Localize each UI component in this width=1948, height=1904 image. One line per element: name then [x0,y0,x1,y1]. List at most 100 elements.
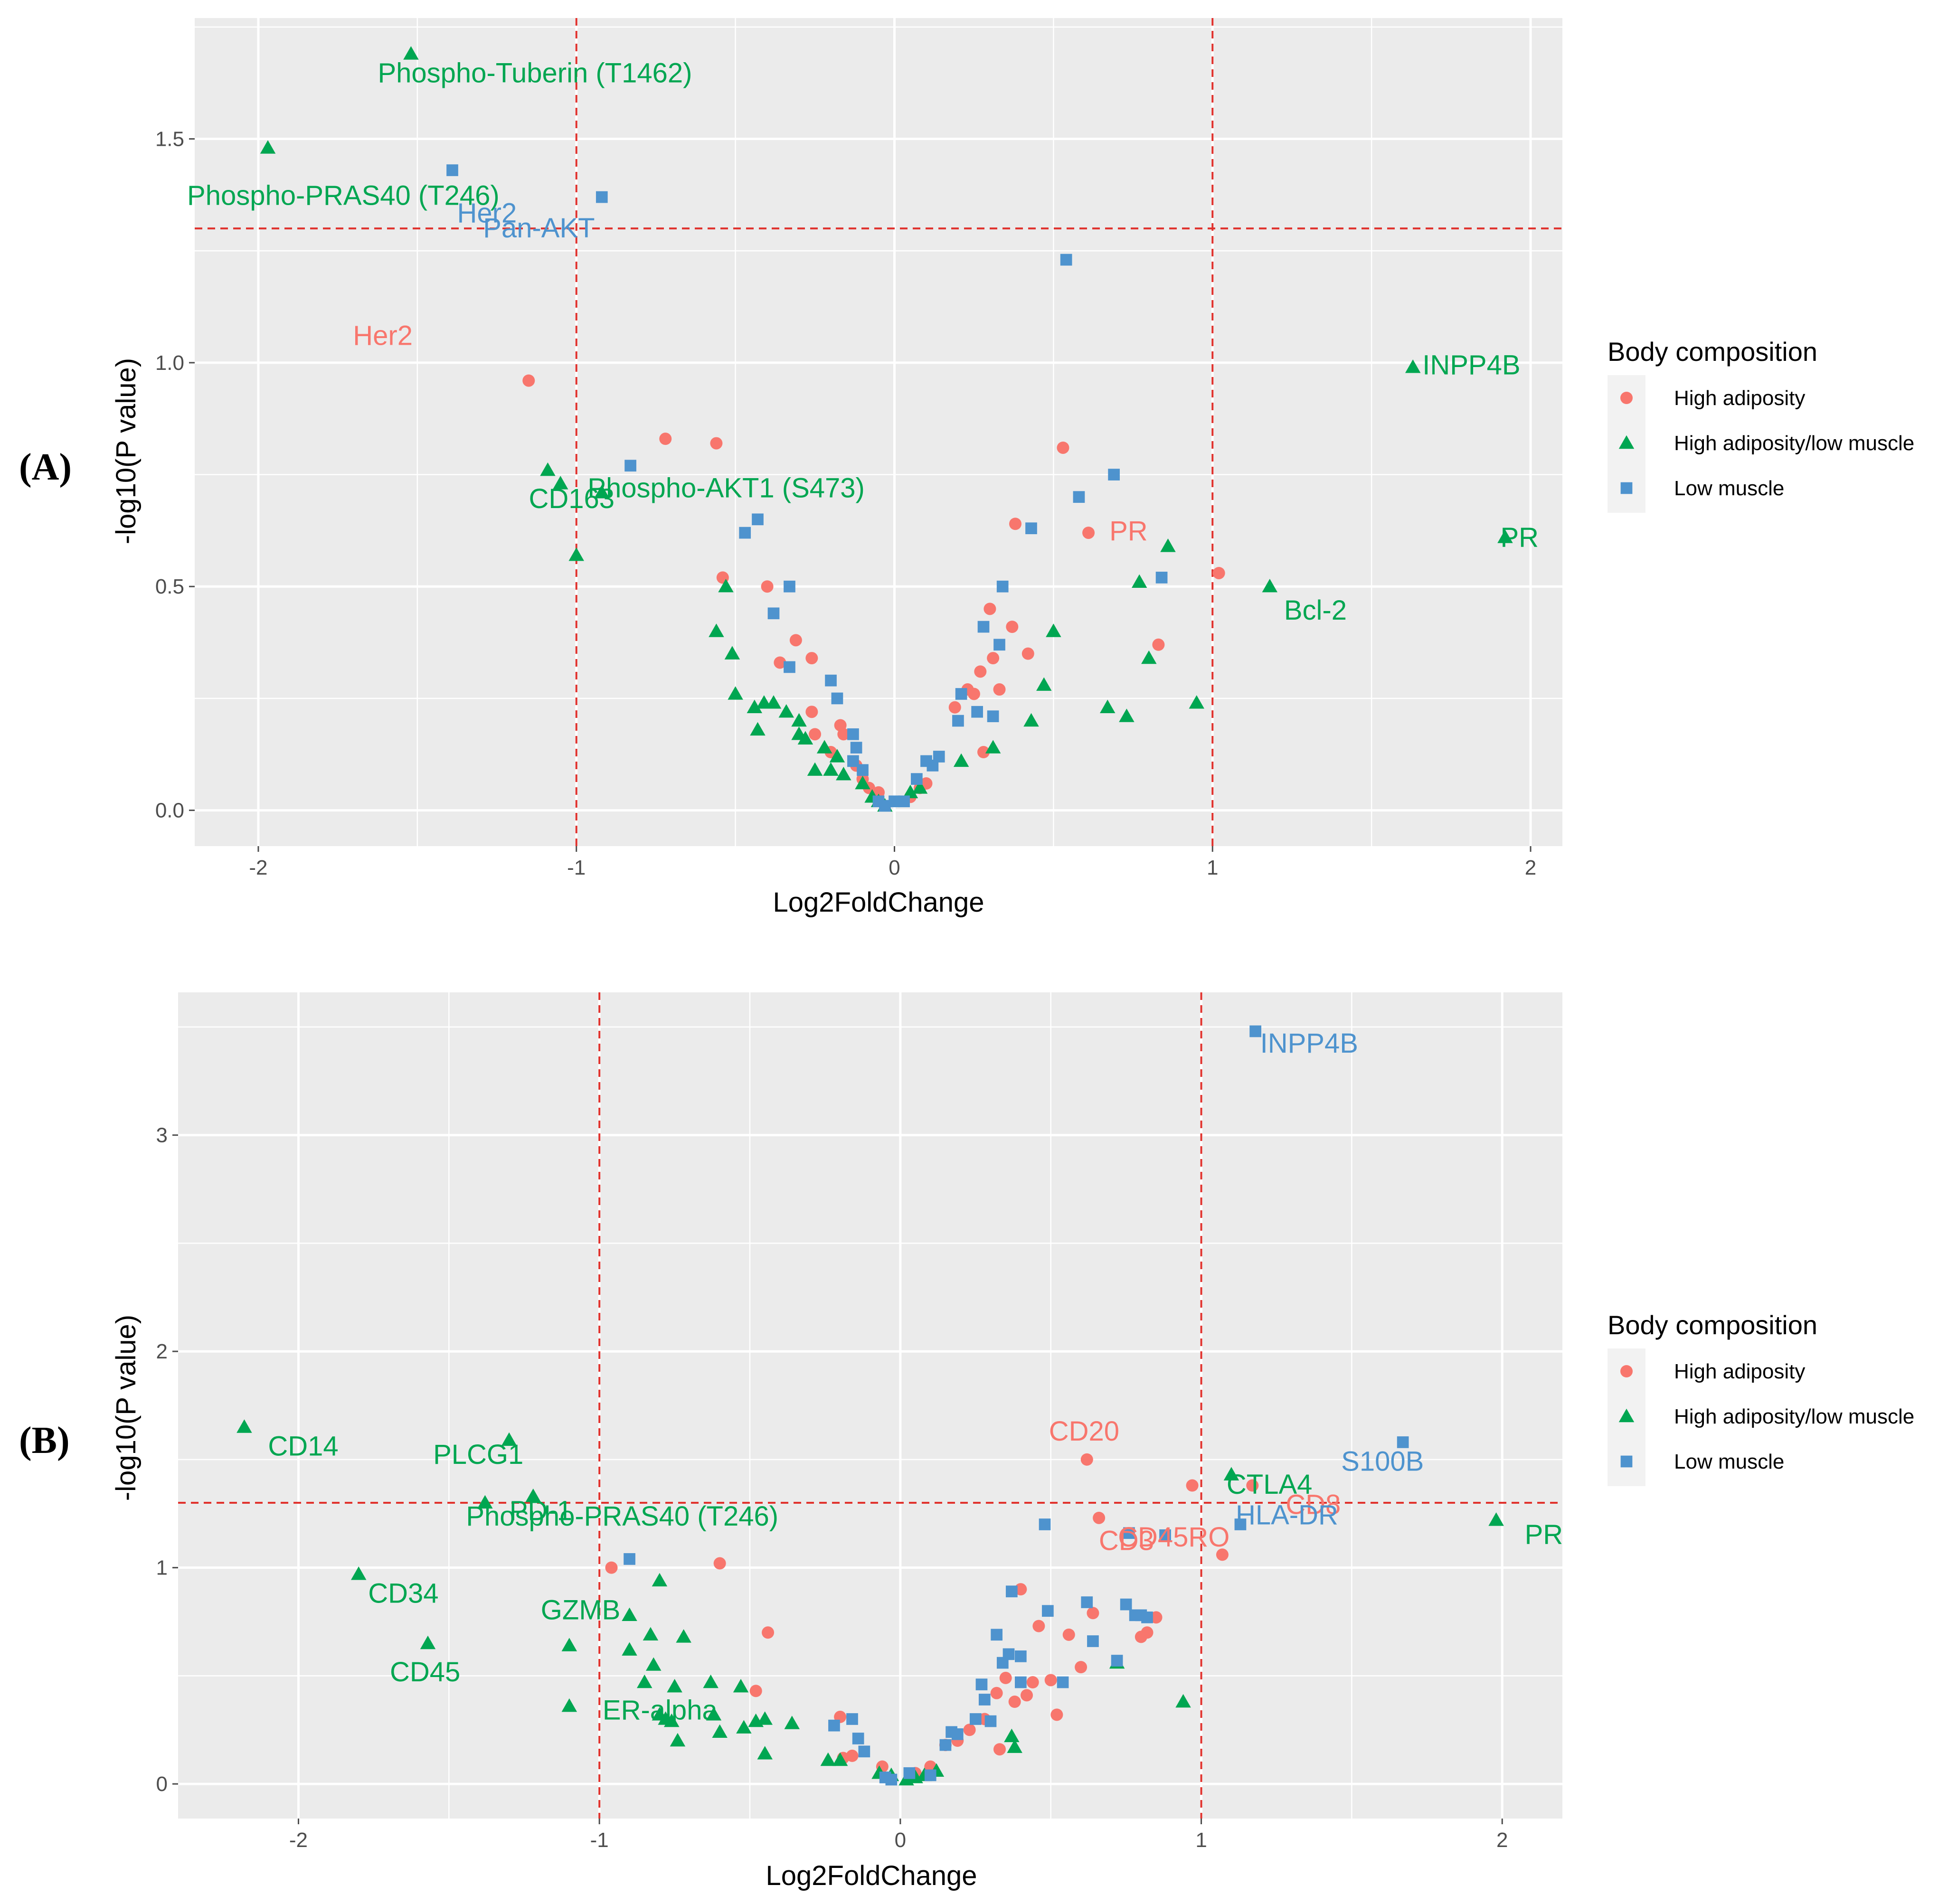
data-point-low-muscle [624,460,636,472]
series-high-adiposity [522,374,1225,803]
data-point-high-adiposity [837,728,850,741]
data-point-high-adiposity-low-muscle [643,1627,659,1641]
series-low-muscle [446,164,1168,812]
data-point-high-adiposity [1021,647,1034,660]
data-point-low-muscle [846,1713,858,1725]
data-point-high-adiposity [1152,638,1165,651]
data-point-low-muscle [984,1715,997,1727]
data-point-high-adiposity-low-muscle [855,775,870,790]
legend-label: High adiposity [1674,1360,1805,1383]
data-point-low-muscle [971,706,983,718]
data-point-high-adiposity [993,1743,1006,1756]
data-point-low-muscle [911,773,923,785]
data-point-high-adiposity-low-muscle [836,766,851,781]
data-point-high-adiposity [1044,1674,1057,1687]
data-point-high-adiposity [774,656,786,669]
data-point-high-adiposity-low-muscle [1405,359,1421,373]
data-point-low-muscle [828,1719,840,1732]
data-point-high-adiposity [1008,1696,1021,1708]
point-label: PR [1500,522,1539,553]
data-point-high-adiposity-low-muscle [829,749,845,763]
data-point-high-adiposity [977,746,990,759]
point-label: CD45RO [1118,1522,1229,1553]
data-point-high-adiposity-low-muscle [1007,1739,1022,1753]
panel-b-plot-background [178,992,1562,1819]
data-point-high-adiposity-low-muscle [561,1638,577,1651]
point-label: Phospho-AKT1 (S473) [587,472,865,503]
data-point-high-adiposity-low-muscle [820,1752,836,1766]
point-label: Her2 [457,198,517,229]
data-point-low-muscle [1005,1585,1018,1598]
data-point-high-adiposity-low-muscle [477,1495,493,1509]
y-axis-title: -log10(P value) [111,358,142,544]
data-point-high-adiposity [1050,1708,1063,1721]
point-label: Her2 [353,320,413,351]
data-point-high-adiposity [1150,1611,1163,1624]
data-point-low-muscle [996,580,1009,593]
data-point-low-muscle [624,1553,635,1565]
data-point-low-muscle [596,191,608,203]
point-label: PLCG1 [433,1439,523,1470]
data-point-low-muscle [850,742,862,754]
x-tick-label: 2 [1525,856,1536,879]
data-point-high-adiposity [749,1685,762,1697]
data-point-high-adiposity-low-muscle [718,578,734,593]
data-point-low-muscle [1042,1605,1054,1617]
data-point-high-adiposity [846,1749,859,1762]
data-point-low-muscle [939,1739,952,1751]
point-label: CD3 [1099,1525,1154,1556]
data-point-high-adiposity-low-muscle [552,476,568,490]
data-point-high-adiposity [713,1557,726,1570]
data-point-low-muscle [446,164,458,176]
legend-label: Low muscle [1674,477,1784,500]
panel-a-threshold-lines [195,18,1562,846]
legend-label: High adiposity/low muscle [1674,432,1914,455]
data-point-high-adiposity-low-muscle [403,46,419,60]
data-point-high-adiposity [1057,441,1069,454]
data-point-high-adiposity [710,437,723,450]
data-point-low-muscle [858,1745,870,1758]
x-tick-label: 1 [1207,856,1218,879]
x-axis-title: Log2FoldChange [766,1860,977,1891]
point-label: Pan-AKT [483,213,595,244]
data-point-high-adiposity-low-muscle [667,1678,682,1693]
data-point-high-adiposity-low-muscle [736,1720,752,1734]
series-low-muscle [624,1025,1409,1786]
data-point-low-muscle [1234,1518,1247,1530]
data-point-high-adiposity-low-muscle [703,1674,719,1688]
data-point-low-muscle [1014,1676,1027,1688]
data-point-high-adiposity [987,652,1000,665]
data-point-high-adiposity-low-muscle [953,753,969,767]
data-point-high-adiposity-low-muscle [645,1657,662,1671]
data-point-high-adiposity-low-muscle [750,722,766,736]
data-point-high-adiposity-low-muscle [664,1713,680,1727]
data-point-high-adiposity [1021,1689,1033,1702]
data-point-high-adiposity-low-muscle [561,1698,577,1712]
data-point-high-adiposity [805,706,818,718]
data-point-high-adiposity [1082,527,1095,539]
series-high-adiposity-low-muscle [260,46,1513,812]
data-point-high-adiposity-low-muscle [1036,677,1052,691]
data-point-high-adiposity-low-muscle [420,1635,436,1650]
panel-a-plot-background [195,18,1562,846]
panel-a-chart: -2 -1 0 1 2 0.0 0.5 1.0 1.5 Log2FoldChange -log10(… [19,18,1914,918]
panel-b-chart: -2 -1 0 1 2 0 1 2 3 Log2FoldChange -log10(P value)… [19,992,1914,1891]
data-point-low-muscle [952,715,964,727]
x-tick-label: 2 [1496,1829,1508,1852]
data-point-low-muscle [1120,1598,1132,1611]
data-point-low-muscle [933,751,945,763]
data-point-high-adiposity-low-muscle [791,713,807,727]
data-point-high-adiposity [983,603,996,615]
x-tick-label: -1 [590,1829,609,1852]
data-point-high-adiposity [1075,1661,1087,1674]
data-point-high-adiposity-low-muscle [568,547,584,561]
data-point-high-adiposity-low-muscle [525,1489,541,1502]
data-point-low-muscle [1057,1676,1069,1688]
data-point-low-muscle [975,1678,988,1690]
data-point-high-adiposity [974,665,987,678]
panel-b-threshold-lines [178,992,1562,1819]
data-point-low-muscle [784,580,795,593]
data-point-high-adiposity [762,1626,775,1639]
data-point-high-adiposity-low-muscle [622,1642,637,1656]
